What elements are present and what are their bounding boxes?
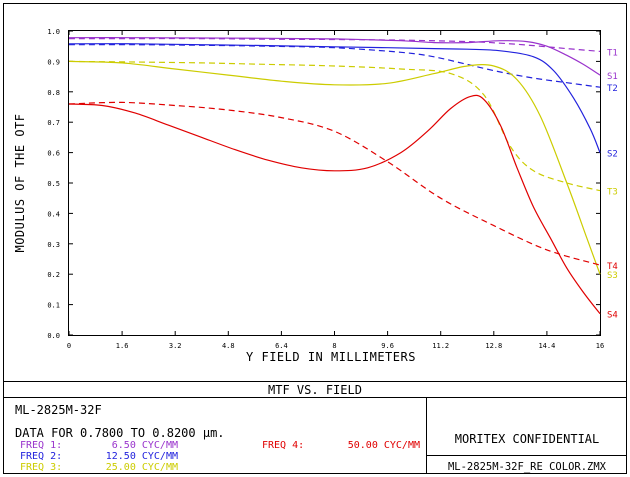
chart-title: MTF VS. FIELD xyxy=(268,383,362,397)
y-tick-label: 0.4 xyxy=(47,210,60,218)
y-tick-label: 0.7 xyxy=(47,119,60,127)
y-tick-label: 0.8 xyxy=(47,89,60,97)
series-line-s2 xyxy=(68,43,601,153)
freq-2-value: 12.50 CYC/MM xyxy=(106,451,178,462)
x-tick-label: 1.6 xyxy=(116,342,129,350)
x-tick-label: 6.4 xyxy=(275,342,288,350)
y-tick-label: 0.6 xyxy=(47,150,60,158)
file-name: ML-2825M-32F_RE COLOR.ZMX xyxy=(448,461,607,473)
x-tick-label: 12.8 xyxy=(485,342,502,350)
series-label-t4: T4 xyxy=(607,262,618,272)
y-tick-label: 0.1 xyxy=(47,302,60,310)
freq-4-label: FREQ 4: xyxy=(262,440,304,451)
freq-4-value: 50.00 CYC/MM xyxy=(348,440,420,451)
y-tick-label: 1.0 xyxy=(47,28,60,36)
x-axis-ticks: 0 1.6 3.2 4.8 6.4 8 9.6 11.2 12.8 14.4 16 xyxy=(67,31,604,350)
outer-frame xyxy=(3,3,627,474)
y-tick-label: 0.5 xyxy=(47,180,60,188)
wavelength-range: DATA FOR 0.7800 TO 0.8200 µm. xyxy=(15,426,225,440)
series-layer xyxy=(68,37,601,315)
freq-1-label: FREQ 1: xyxy=(20,440,62,451)
x-tick-label: 11.2 xyxy=(432,342,449,350)
y-axis-label: MODULUS OF THE OTF xyxy=(13,113,27,252)
y-tick-label: 0.2 xyxy=(47,271,60,279)
series-line-s4 xyxy=(68,94,601,315)
series-line-s1 xyxy=(68,37,601,76)
confidential-label: MORITEX CONFIDENTIAL xyxy=(455,432,600,446)
x-tick-label: 14.4 xyxy=(538,342,555,350)
freq-2-label: FREQ 2: xyxy=(20,451,62,462)
x-tick-label: 3.2 xyxy=(169,342,182,350)
x-tick-label: 9.6 xyxy=(381,342,394,350)
x-tick-label: 16 xyxy=(596,342,604,350)
series-label-s3: S3 xyxy=(607,271,618,281)
series-label-t1: T1 xyxy=(607,48,618,58)
x-tick-label: 0 xyxy=(67,342,71,350)
series-label-t2: T2 xyxy=(607,84,618,94)
freq-3-label: FREQ 3: xyxy=(20,462,62,473)
x-axis-label: Y FIELD IN MILLIMETERS xyxy=(246,350,416,364)
y-tick-label: 0.3 xyxy=(47,241,60,249)
series-line-s3 xyxy=(68,60,601,275)
x-tick-label: 4.8 xyxy=(222,342,235,350)
series-label-s4: S4 xyxy=(607,311,618,321)
series-label-s2: S2 xyxy=(607,150,618,160)
series-line-t3 xyxy=(68,60,601,192)
series-line-t4 xyxy=(68,101,601,266)
y-tick-label: 0.0 xyxy=(47,332,60,340)
series-label-s1: S1 xyxy=(607,72,618,82)
series-line-t2 xyxy=(68,44,601,88)
plot-frame xyxy=(68,30,601,336)
freq-1-value: 6.50 CYC/MM xyxy=(112,440,178,451)
lens-name: ML-2825M-32F xyxy=(15,403,102,417)
series-label-t3: T3 xyxy=(607,188,618,198)
x-tick-label: 8 xyxy=(332,342,336,350)
y-axis-ticks: 0.0 0.1 0.2 0.3 0.4 0.5 0.6 0.7 0.8 0.9 1.0 xyxy=(47,28,600,340)
y-tick-label: 0.9 xyxy=(47,58,60,66)
freq-3-value: 25.00 CYC/MM xyxy=(106,462,178,473)
